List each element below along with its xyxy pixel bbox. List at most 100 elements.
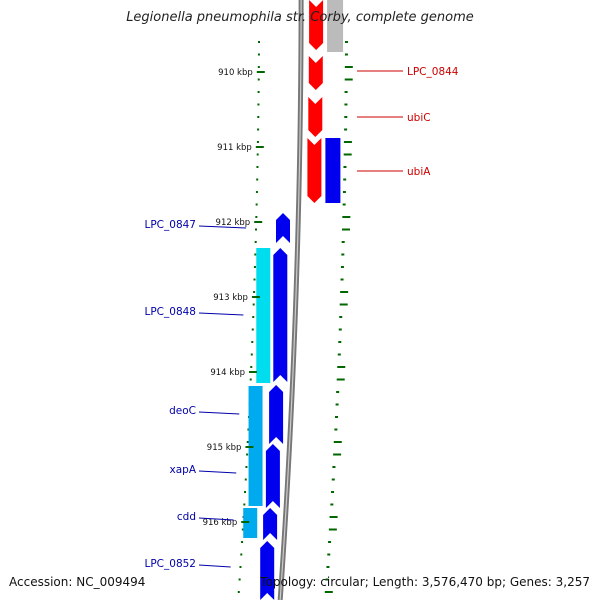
kbp-tick-label: 913 kbp [213,293,248,303]
right-track-dot [340,266,344,268]
left-track-dot [239,566,242,568]
forward-cds-arrow[interactable] [260,541,275,600]
kbp-tick-label: 912 kbp [216,218,251,228]
left-track-dot [241,528,244,531]
forward-cds-arrow[interactable] [276,213,290,243]
right-track-dot [327,553,331,556]
map-title: Legionella pneumophila str. Corby, compl… [126,10,474,25]
right-track-dot [343,166,347,168]
right-track-dot [336,378,345,381]
right-track-dot [340,278,344,281]
kbp-tick-label: 910 kbp [218,68,253,78]
backbone-highlight [279,0,302,600]
right-track-dot [331,478,335,481]
left-track-dot [247,428,250,431]
accession-label: Accession: [9,575,73,589]
left-track-dot [256,141,259,143]
forward-cds-arrow[interactable] [269,385,284,444]
accession-line: Accession: NC_009494 [9,575,145,589]
left-track-dot [238,578,241,581]
left-track-dot [237,591,240,593]
right-track-dot [333,453,342,456]
feature-tracks [243,0,344,600]
gene-label-leader [198,564,231,568]
left-track-dot [257,91,260,93]
gene-label-deoC[interactable]: deoC [169,405,196,417]
accession-value: NC_009494 [76,575,146,589]
right-track-dot [338,341,342,343]
forward-cds-alt-block[interactable] [248,386,263,506]
forward-cds-arrow[interactable] [273,248,288,382]
gene-label-leader [198,470,237,474]
kbp-tick-mark [256,71,265,73]
right-track-dot [330,503,334,506]
left-track-dot [250,366,253,368]
left-track-dot [251,328,254,331]
forward-cds-block[interactable] [325,138,341,203]
right-track-dot [337,353,341,356]
length-value: 3,576,470 bp [421,575,502,589]
right-track-dot [344,78,353,81]
right-track-dot [336,391,340,393]
kbp-tick-mark [251,296,260,298]
gene-label-cdd[interactable]: cdd [177,511,196,523]
right-track-dot [334,416,338,418]
genes-label: Genes: [509,575,552,589]
gene-label-ubiA[interactable]: ubiA [407,166,431,178]
left-track-dot [253,266,256,268]
gene-label-LPC_0844[interactable]: LPC_0844 [407,66,459,78]
gene-label-LPC_0852[interactable]: LPC_0852 [145,558,197,570]
topology-label: Topology: [260,575,317,589]
left-track-dot [240,553,243,556]
tick-dot-tracks [237,41,353,593]
reverse-cds-arrow[interactable] [308,97,323,137]
left-track-dot [253,278,256,281]
kbp-tick-label: 911 kbp [217,143,252,153]
left-track-dot [251,341,254,343]
left-track-dot [241,541,244,543]
kbp-tick-label: 916 kbp [203,518,238,528]
kbp-tick-labels: 910 kbp 911 kbp 912 kbp 913 kbp 914 kbp 915 k… [203,68,265,528]
forward-cds-arrow[interactable] [263,508,278,540]
right-track-dot [343,153,352,156]
other-feature-block[interactable] [327,0,344,52]
length-label: Length: [372,575,419,589]
right-track-dot [343,178,347,181]
forward-cds-light-block[interactable] [256,248,271,383]
left-track-dot [257,53,260,56]
right-track-dot [343,141,352,143]
forward-cds-arrow[interactable] [265,444,280,508]
gene-label-xapA[interactable]: xapA [170,464,197,476]
left-track-dot [257,41,260,43]
forward-cds-alt-block[interactable] [243,508,258,538]
gene-label-leader [198,225,247,229]
left-track-dot [245,466,248,468]
gene-label-LPC_0847[interactable]: LPC_0847 [145,219,197,231]
genome-summary-line: Topology: circular; Length: 3,576,470 bp… [260,575,590,589]
right-track-dot [342,203,346,206]
left-track-dot [256,153,259,156]
left-track-dot [244,491,247,493]
left-track-dot [256,166,259,168]
left-track-dot [257,66,260,68]
left-track-dot [256,178,259,181]
right-track-dot [344,66,353,68]
left-track-dot [253,291,256,293]
left-track-dot [255,203,258,206]
right-track-dot [341,241,345,243]
reverse-cds-arrow[interactable] [308,56,323,90]
right-track-dot [335,403,339,406]
gene-label-ubiC[interactable]: ubiC [407,112,431,124]
right-track-dot [342,216,351,218]
right-track-dot [344,41,348,43]
right-track-dot [329,516,338,518]
gene-label-LPC_0848[interactable]: LPC_0848 [145,306,197,318]
right-track-dot [344,103,348,106]
reverse-cds-arrow[interactable] [307,138,322,203]
gene-label-leader [198,517,234,521]
kbp-tick-mark [254,221,263,223]
reverse-cds-arrow[interactable] [309,0,324,50]
kbp-tick-mark [245,446,254,448]
